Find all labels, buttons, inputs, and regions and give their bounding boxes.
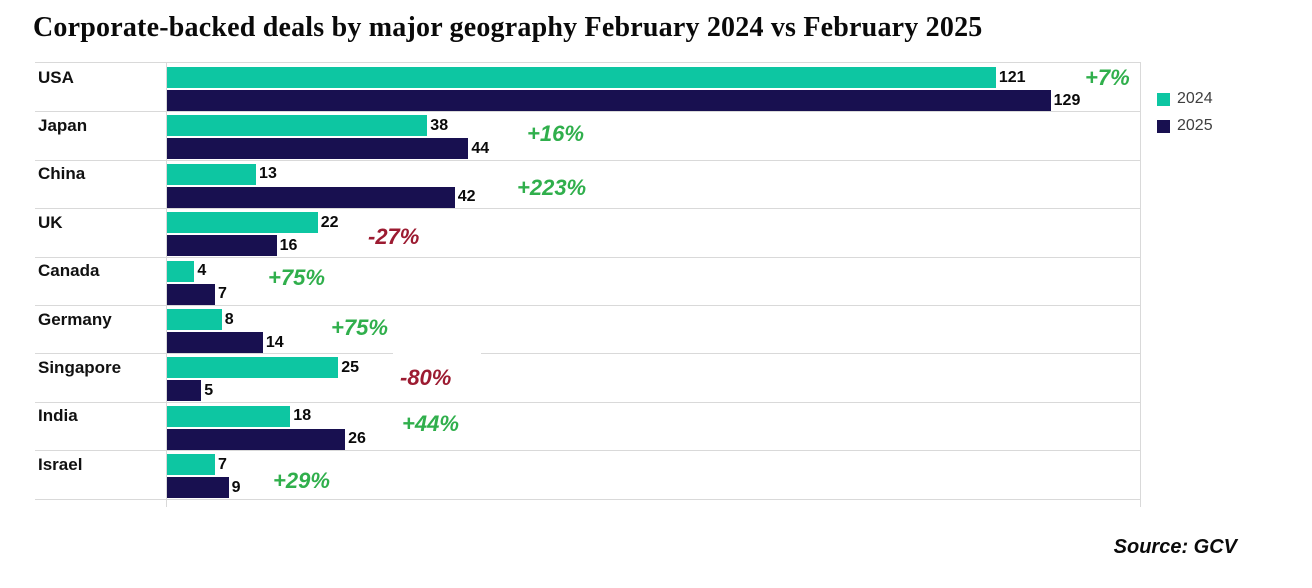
- category-label-uk: UK: [38, 212, 63, 232]
- row-gridline: [35, 208, 1140, 210]
- change-label-japan: +16%: [527, 121, 584, 146]
- bar-2024-japan: [167, 115, 428, 137]
- category-label-japan: Japan: [38, 115, 88, 135]
- row-gridline: [35, 401, 1140, 403]
- value-label-2024-canada: 4: [197, 262, 207, 280]
- value-label-2024-china: 13: [259, 165, 277, 183]
- value-label-2025-uk: 16: [279, 236, 298, 254]
- bar-2024-china: [167, 163, 257, 185]
- bar-2025-japan: [167, 138, 469, 160]
- value-label-2024-japan: 38: [430, 116, 449, 134]
- bar-2024-israel: [167, 454, 215, 476]
- value-label-2025-usa: 129: [1053, 91, 1081, 109]
- bar-2025-singapore: [167, 380, 202, 402]
- bar-2024-usa: [167, 67, 996, 88]
- bar-2024-germany: [167, 309, 222, 330]
- category-label-usa: USA: [38, 67, 74, 87]
- category-label-germany: Germany: [38, 309, 112, 329]
- category-label-china: China: [38, 164, 86, 184]
- value-label-2025-japan: 44: [471, 139, 490, 157]
- bar-2024-india: [167, 405, 291, 427]
- category-label-israel: Israel: [38, 454, 83, 474]
- row-gridline: [35, 353, 1140, 355]
- bar-2025-germany: [167, 332, 263, 353]
- value-label-2024-usa: 121: [998, 68, 1026, 86]
- legend-item-2025: 2025: [1157, 117, 1213, 135]
- row-gridline: [35, 450, 1140, 452]
- value-label-2024-uk: 22: [320, 213, 339, 231]
- change-label-china: +223%: [517, 175, 587, 200]
- row-gridline: [35, 159, 1140, 161]
- change-label-israel: +29%: [273, 468, 330, 493]
- row-gridline: [35, 305, 1140, 306]
- value-label-2025-canada: 7: [217, 285, 227, 303]
- category-axis-line: [166, 63, 167, 507]
- chart-title: Corporate-backed deals by major geograph…: [33, 12, 983, 43]
- value-label-2025-israel: 9: [231, 478, 241, 496]
- bar-2025-china: [167, 186, 455, 208]
- value-label-2025-china: 42: [457, 188, 476, 206]
- value-label-2024-india: 18: [293, 407, 312, 425]
- source-credit: Source: GCV: [1113, 536, 1237, 558]
- row-gridline: [35, 111, 1140, 113]
- row-gridline: [35, 256, 1140, 258]
- bar-2025-israel: [167, 477, 229, 499]
- bar-2025-india: [167, 428, 346, 450]
- change-label-india: +44%: [402, 411, 459, 436]
- value-label-2024-singapore: 25: [341, 358, 360, 376]
- category-label-singapore: Singapore: [38, 357, 122, 377]
- bar-2025-uk: [167, 235, 277, 257]
- bar-2025-canada: [167, 283, 215, 305]
- value-label-2025-india: 26: [348, 430, 366, 448]
- plot-area: USA 121 129 +7% Japan 38 44 +16% China 13 42 +223% U…: [35, 62, 1141, 507]
- bar-2024-uk: [167, 212, 318, 234]
- bar-2024-canada: [167, 260, 195, 282]
- gridline-patch: [393, 345, 481, 355]
- change-label-germany: +75%: [331, 315, 388, 340]
- legend-swatch-2024-icon: [1157, 92, 1170, 106]
- change-label-uk: -27%: [368, 224, 420, 249]
- change-label-usa: +7%: [1085, 65, 1130, 90]
- legend-label-2025: 2025: [1177, 117, 1213, 134]
- legend-swatch-2025-icon: [1157, 119, 1170, 133]
- bar-2024-singapore: [167, 357, 339, 379]
- value-label-2025-singapore: 5: [204, 381, 214, 399]
- change-label-canada: +75%: [268, 265, 325, 290]
- legend-item-2024: 2024: [1157, 90, 1213, 108]
- legend-label-2024: 2024: [1177, 90, 1213, 107]
- bar-2025-usa: [167, 90, 1051, 111]
- row-gridline: [35, 498, 1140, 500]
- legend: 2024 2025: [1157, 90, 1213, 144]
- value-label-2024-germany: 8: [224, 310, 234, 328]
- change-label-singapore: -80%: [400, 365, 452, 390]
- category-label-canada: Canada: [38, 261, 100, 281]
- value-label-2025-germany: 14: [265, 333, 284, 351]
- category-label-india: India: [38, 406, 78, 426]
- value-label-2024-israel: 7: [217, 455, 227, 473]
